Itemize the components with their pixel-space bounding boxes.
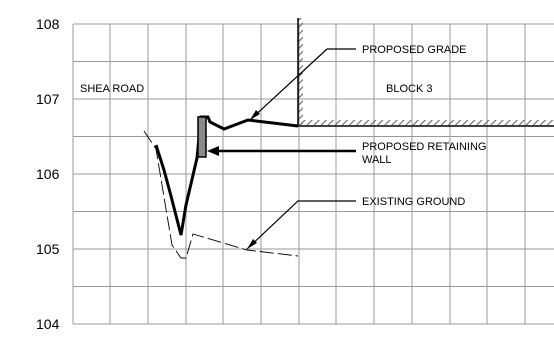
y-axis: 108 107 106 105 104 — [36, 16, 60, 332]
retaining-wall-label-line2: WALL — [362, 154, 392, 166]
y-tick-label: 108 — [36, 16, 60, 32]
proposed-grade-arrowhead — [250, 110, 260, 120]
existing-ground-leader — [246, 200, 356, 250]
y-tick-label: 106 — [36, 166, 60, 182]
block-3-label: BLOCK 3 — [386, 83, 432, 95]
grid — [72, 23, 554, 325]
block-boundary-hatch-horizontal — [298, 120, 554, 125]
existing-ground-arrowhead — [247, 239, 257, 249]
y-tick-label: 107 — [36, 91, 60, 107]
callout-leaders — [207, 48, 356, 250]
retaining-wall-arrowhead — [207, 146, 219, 156]
y-tick-label: 105 — [36, 241, 60, 257]
shea-road-label: SHEA ROAD — [80, 83, 144, 95]
block-3-boundary — [297, 18, 554, 127]
block-boundary-hatch-vertical — [298, 18, 303, 125]
proposed-grade-label: PROPOSED GRADE — [362, 44, 467, 56]
existing-ground-line — [143, 130, 299, 259]
proposed-grade-leader — [249, 48, 356, 121]
existing-ground-label: EXISTING GROUND — [362, 196, 465, 208]
retaining-wall — [197, 116, 207, 158]
retaining-wall-label-line1: PROPOSED RETAINING — [362, 141, 486, 153]
y-tick-label: 104 — [36, 316, 60, 332]
proposed-grade-line — [154, 115, 299, 236]
